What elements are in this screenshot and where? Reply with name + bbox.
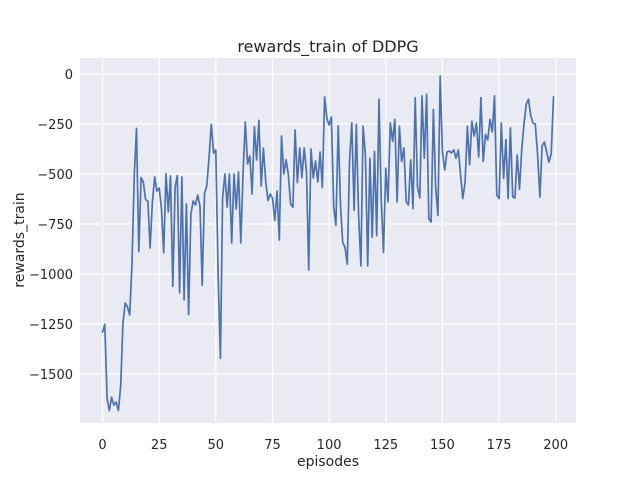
chart-title: rewards_train of DDPG [237,37,418,57]
x-tick-label: 150 [430,438,455,453]
y-tick-label: −1000 [29,268,73,283]
y-tick-label: −750 [37,218,73,233]
y-axis-label: rewards_train [12,192,28,287]
y-tick-labels: 0 −250 −500 −750 −1000 −1250 −1500 [29,68,73,383]
x-tick-labels: 0 25 50 75 100 125 150 175 200 [98,438,568,453]
y-tick-label: 0 [65,68,73,83]
y-tick-label: −1500 [29,368,73,383]
y-tick-label: −1250 [29,318,73,333]
x-tick-label: 75 [264,438,281,453]
x-tick-label: 100 [317,438,342,453]
plot-area [80,58,576,423]
x-tick-label: 25 [151,438,168,453]
y-tick-label: −250 [37,118,73,133]
x-tick-label: 175 [487,438,512,453]
series-line-rewards-train [101,75,555,412]
x-tick-label: 50 [208,438,225,453]
x-tick-label: 0 [98,438,106,453]
gridlines [80,58,576,423]
x-axis-label: episodes [297,454,359,470]
x-tick-label: 125 [373,438,398,453]
x-tick-label: 200 [543,438,568,453]
y-tick-label: −500 [37,168,73,183]
